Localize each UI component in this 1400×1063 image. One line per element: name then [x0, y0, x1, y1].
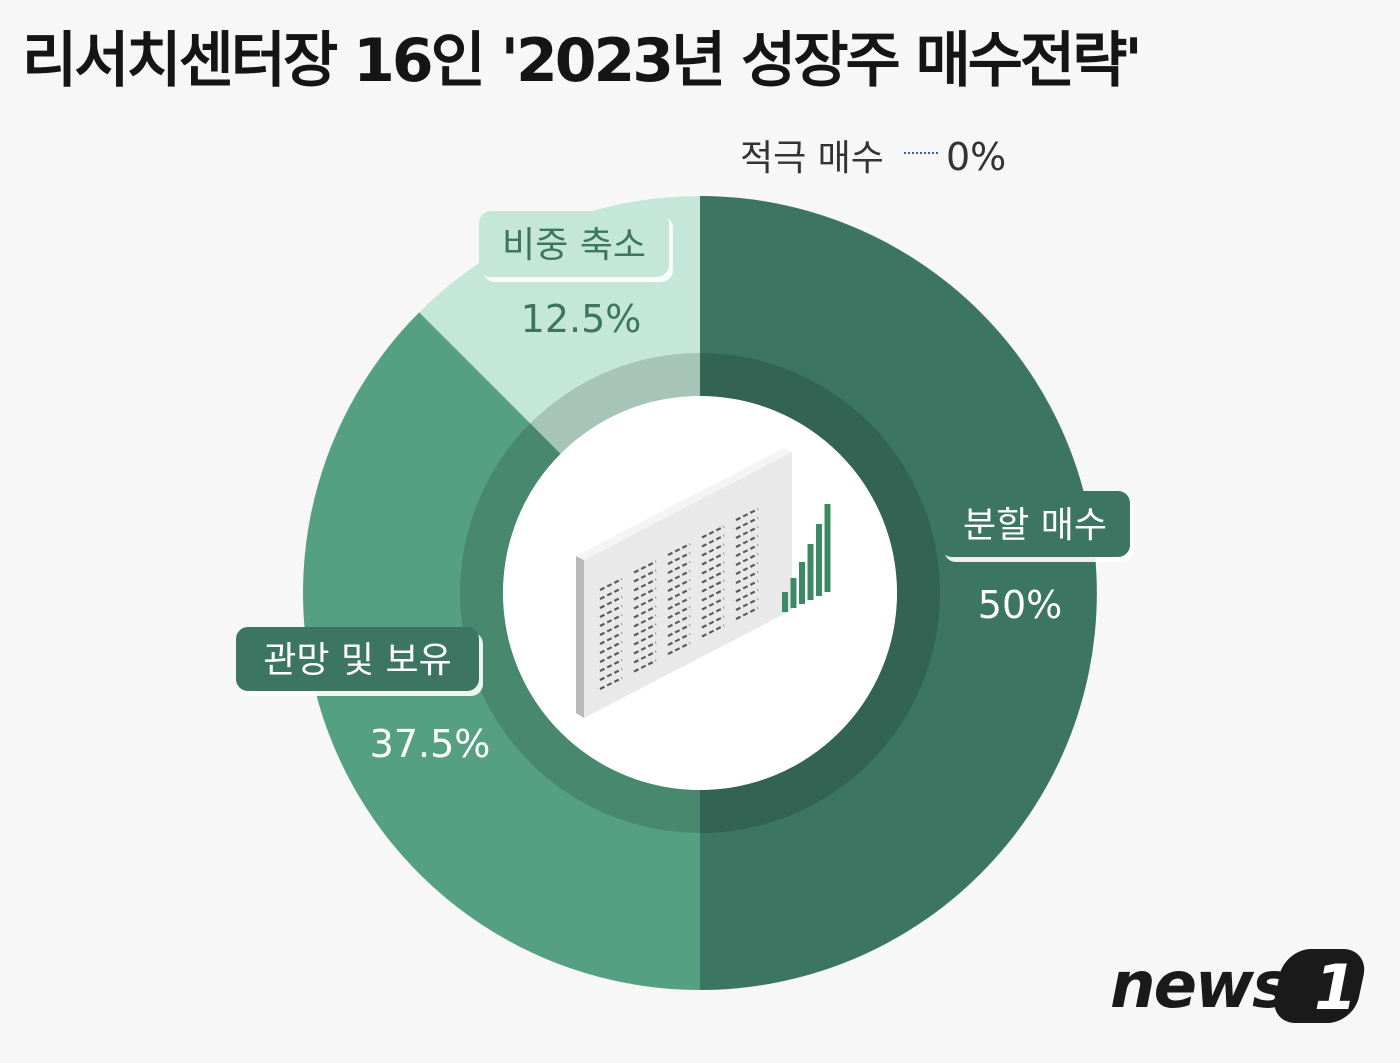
chart-title: 리서치센터장 16인 '2023년 성장주 매수전략': [22, 26, 1143, 96]
labels-group: 분할 매수 50% 관망 및 보유 37.5% 비중 축소 12.5% 적극 매수 0%: [236, 135, 1134, 766]
logo-number: 1: [1314, 951, 1357, 1024]
pie-slice-inner-band: [530, 353, 700, 454]
illustration-bar: [799, 562, 805, 604]
illustration-bar: [807, 544, 814, 600]
news1-logo: news 1: [1110, 949, 1365, 1024]
value-reduce: 12.5%: [521, 297, 642, 341]
label-reduce: 비중 축소: [479, 211, 673, 282]
label-split-buy-text: 분할 매수: [963, 505, 1107, 546]
slices-group: [302, 196, 1097, 991]
label-split-buy: 분할 매수: [940, 491, 1134, 562]
value-aggressive-buy: 0%: [946, 135, 1006, 179]
center-illustration: [576, 448, 831, 718]
illustration-bar: [790, 578, 797, 608]
pie-slice-inner-band: [459, 423, 700, 833]
label-reduce-text: 비중 축소: [502, 225, 646, 266]
illustration-bar: [782, 592, 788, 612]
illustration-bar: [816, 524, 822, 596]
value-split-buy: 50%: [978, 583, 1062, 627]
pie-slice-inner-band: [700, 353, 940, 833]
logo-badge: [1274, 949, 1365, 1023]
label-hold: 관망 및 보유: [236, 627, 483, 696]
value-hold: 37.5%: [370, 722, 491, 766]
logo-text: news: [1110, 949, 1288, 1023]
label-hold-text: 관망 및 보유: [263, 640, 452, 681]
illustration-bar: [824, 504, 831, 592]
label-aggressive-buy: 적극 매수: [740, 138, 884, 179]
